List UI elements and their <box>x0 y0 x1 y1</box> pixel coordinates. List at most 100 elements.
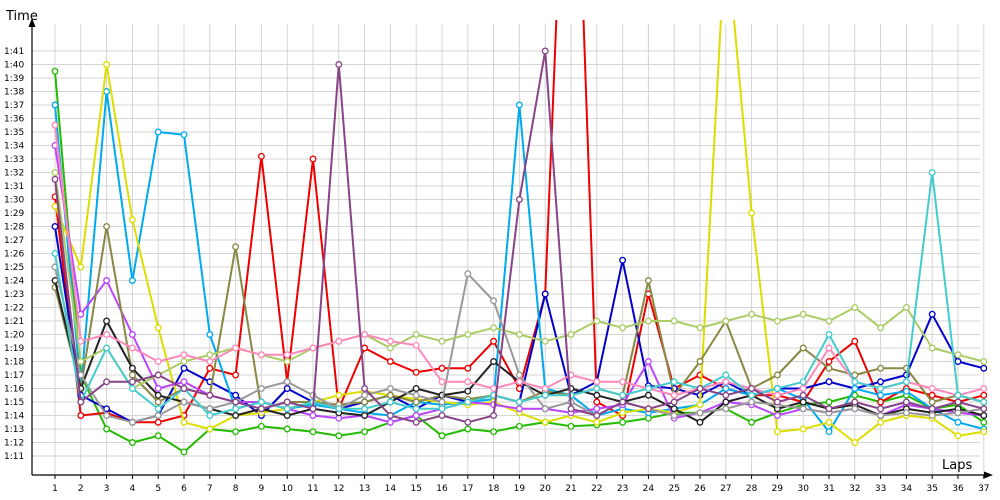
data-point <box>154 371 162 379</box>
x-tick-label: 23 <box>617 484 628 494</box>
data-point <box>180 448 188 456</box>
y-tick-label: 1:13 <box>4 425 24 435</box>
x-tick-label: 11 <box>307 484 318 494</box>
data-point <box>77 263 85 271</box>
data-point <box>103 425 111 433</box>
data-point <box>980 385 987 392</box>
data-point <box>180 385 188 392</box>
data-point <box>799 405 807 413</box>
x-axis-title: Laps <box>942 458 972 473</box>
data-point <box>464 270 472 278</box>
data-point <box>928 391 936 399</box>
data-point <box>490 337 498 345</box>
data-point <box>541 418 549 426</box>
data-point <box>567 405 575 413</box>
data-point <box>748 418 756 426</box>
x-tick-label: 27 <box>720 484 731 494</box>
data-point <box>386 358 394 365</box>
data-point <box>51 223 59 230</box>
x-tick-label: 36 <box>952 484 964 494</box>
data-point <box>670 405 678 413</box>
data-point <box>515 101 523 109</box>
data-point <box>980 428 987 436</box>
data-point <box>799 398 807 406</box>
data-point <box>283 425 291 433</box>
data-point <box>825 428 833 436</box>
axes <box>28 18 993 479</box>
x-tick-label: 31 <box>823 484 834 494</box>
data-point <box>128 439 136 446</box>
data-point <box>490 358 498 365</box>
data-point <box>773 412 781 419</box>
data-point <box>257 422 265 430</box>
data-point <box>515 371 523 379</box>
data-point <box>541 385 549 392</box>
data-point <box>283 398 291 406</box>
x-tick-label: 24 <box>643 484 655 494</box>
x-tick-label: 21 <box>565 484 576 494</box>
data-point <box>722 371 730 379</box>
y-tick-label: 1:34 <box>4 142 24 152</box>
data-point <box>128 418 136 426</box>
data-point <box>232 344 240 352</box>
x-axis-arrow <box>984 471 993 479</box>
data-point <box>438 398 446 406</box>
x-tick-label: 17 <box>462 484 473 494</box>
x-tick-label: 34 <box>901 484 913 494</box>
data-point <box>644 385 652 392</box>
data-point <box>928 385 936 392</box>
data-point <box>154 418 162 426</box>
data-point <box>103 378 111 386</box>
data-point <box>180 364 188 372</box>
data-point <box>877 398 885 406</box>
data-point <box>361 412 369 419</box>
data-point <box>825 317 833 325</box>
data-point <box>206 331 214 338</box>
y-tick-label: 1:25 <box>4 263 24 273</box>
data-point <box>412 331 420 338</box>
data-point <box>644 391 652 399</box>
data-point <box>980 358 987 365</box>
y-tick-label: 1:11 <box>4 452 24 462</box>
data-point <box>490 412 498 419</box>
data-point <box>180 418 188 426</box>
data-point <box>851 378 859 386</box>
data-point <box>154 391 162 399</box>
data-point <box>773 428 781 436</box>
x-tick-label: 25 <box>668 484 679 494</box>
data-point <box>154 324 162 332</box>
data-point <box>103 412 111 419</box>
data-point <box>825 344 833 352</box>
data-point <box>541 47 549 55</box>
data-point <box>851 391 859 399</box>
data-point <box>670 378 678 386</box>
data-point <box>877 364 885 372</box>
data-point <box>644 317 652 325</box>
x-tick-label: 26 <box>694 484 706 494</box>
x-tick-label: 14 <box>385 484 397 494</box>
y-tick-label: 1:40 <box>4 61 24 71</box>
data-point <box>980 398 987 406</box>
data-point <box>541 391 549 399</box>
data-point <box>851 405 859 413</box>
data-point <box>412 405 420 413</box>
data-point <box>309 405 317 413</box>
data-point <box>283 405 291 413</box>
data-point <box>799 378 807 386</box>
data-point <box>619 256 627 264</box>
x-tick-label: 16 <box>436 484 448 494</box>
data-point <box>980 391 987 399</box>
data-point <box>335 61 343 68</box>
data-point <box>515 405 523 413</box>
data-point <box>361 385 369 392</box>
data-point <box>877 324 885 332</box>
data-point <box>77 398 85 406</box>
data-point <box>902 398 910 406</box>
data-point <box>773 371 781 379</box>
data-point <box>593 317 601 325</box>
data-point <box>386 418 394 426</box>
data-point <box>902 378 910 386</box>
data-point <box>412 391 420 399</box>
data-point <box>773 398 781 406</box>
data-point <box>464 378 472 386</box>
